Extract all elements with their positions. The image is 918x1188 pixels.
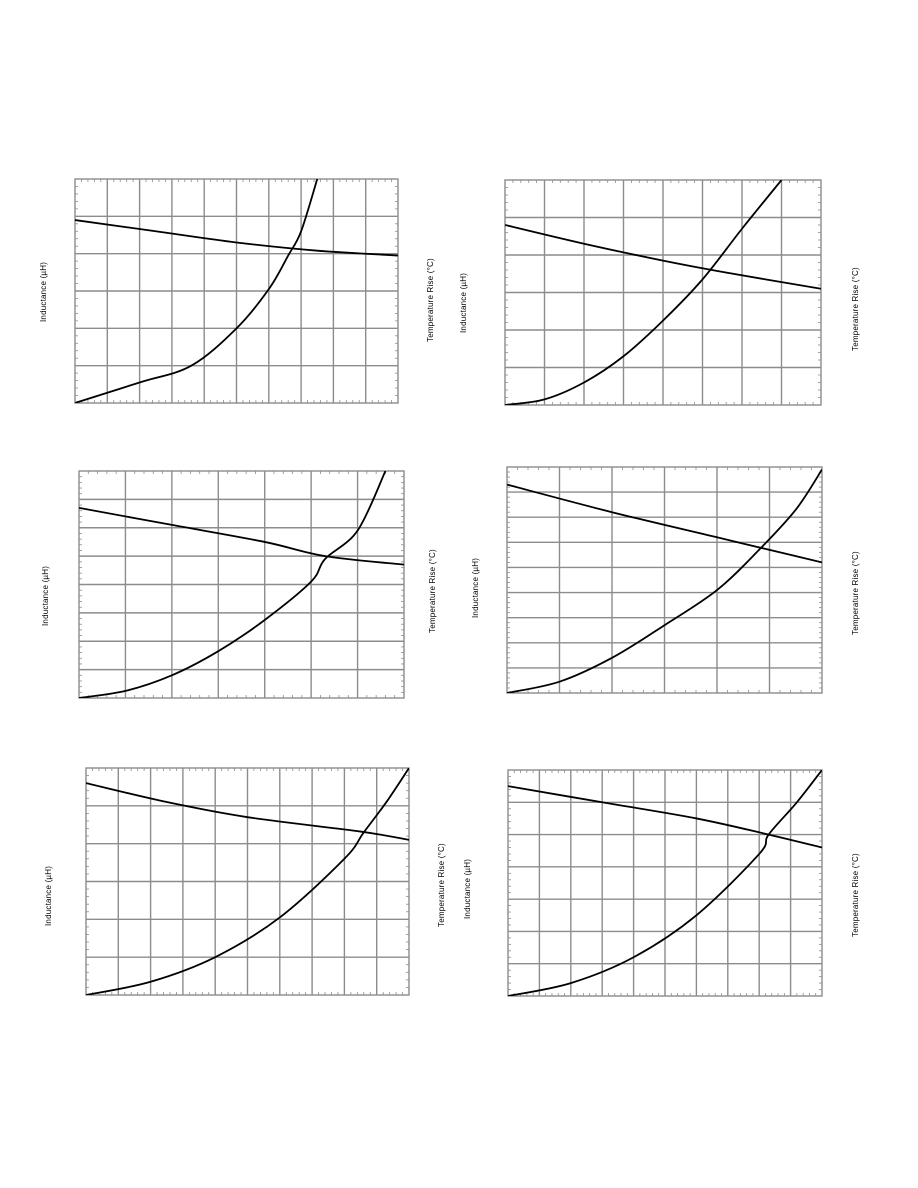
- chart-2-plot: [504, 179, 822, 406]
- temperature-rise-axis-label: Temperature Rise (°C): [428, 549, 437, 633]
- inductance-curve: [79, 507, 404, 566]
- inductance-curve: [507, 483, 822, 564]
- chart-3-plot: [78, 470, 405, 699]
- inductance-curve: [508, 785, 822, 849]
- temperature-rise-axis-label: Temperature Rise (°C): [437, 843, 446, 927]
- temperature-rise-axis-label: Temperature Rise (°C): [426, 258, 435, 342]
- chart-1-plot: [74, 178, 399, 404]
- temperature-rise-curve: [79, 471, 387, 698]
- temperature-rise-axis-label: Temperature Rise (°C): [851, 267, 860, 351]
- chart-3: [78, 470, 405, 699]
- plot-frame: [506, 466, 823, 694]
- chart-6: [507, 769, 823, 997]
- temperature-rise-curve: [86, 768, 409, 995]
- chart-5: [85, 767, 410, 996]
- inductance-curve: [505, 224, 821, 290]
- inductance-curve: [75, 219, 398, 257]
- temperature-rise-axis-label: Temperature Rise (°C): [851, 551, 860, 635]
- inductance-axis-label: Inductance (µH): [39, 261, 48, 322]
- plot-frame: [507, 769, 823, 997]
- temperature-rise-curve: [75, 179, 319, 403]
- inductance-axis-label: Inductance (µH): [44, 865, 53, 926]
- chart-5-plot: [85, 767, 410, 996]
- temperature-rise-curve: [507, 469, 822, 693]
- plot-frame: [74, 178, 399, 404]
- temperature-rise-curve: [508, 770, 822, 996]
- inductance-axis-label: Inductance (µH): [459, 272, 468, 333]
- plot-frame: [78, 470, 405, 699]
- inductance-axis-label: Inductance (µH): [471, 557, 480, 618]
- chart-2: [504, 179, 822, 406]
- chart-4-plot: [506, 466, 823, 694]
- inductance-axis-label: Inductance (µH): [463, 858, 472, 919]
- plot-frame: [504, 179, 822, 406]
- temperature-rise-curve: [505, 180, 783, 405]
- chart-4: [506, 466, 823, 694]
- inductance-axis-label: Inductance (µH): [41, 565, 50, 626]
- plot-frame: [85, 767, 410, 996]
- inductance-curve: [86, 782, 409, 841]
- temperature-rise-axis-label: Temperature Rise (°C): [851, 853, 860, 937]
- chart-1: [74, 178, 399, 404]
- chart-6-plot: [507, 769, 823, 997]
